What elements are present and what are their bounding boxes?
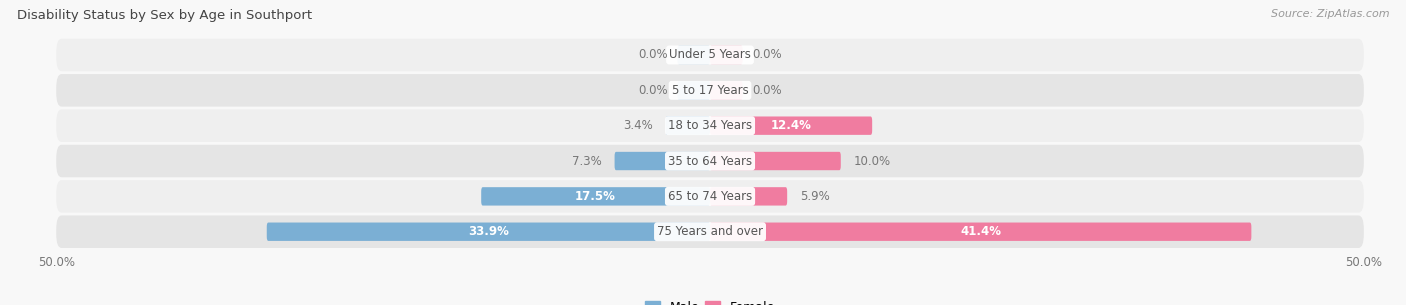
Text: 0.0%: 0.0% — [638, 48, 668, 62]
FancyBboxPatch shape — [678, 46, 710, 64]
Text: 12.4%: 12.4% — [770, 119, 811, 132]
Text: 0.0%: 0.0% — [752, 48, 782, 62]
FancyBboxPatch shape — [710, 81, 742, 99]
Legend: Male, Female: Male, Female — [640, 296, 780, 305]
FancyBboxPatch shape — [710, 187, 787, 206]
FancyBboxPatch shape — [267, 223, 710, 241]
FancyBboxPatch shape — [710, 152, 841, 170]
Text: 0.0%: 0.0% — [752, 84, 782, 97]
Text: 18 to 34 Years: 18 to 34 Years — [668, 119, 752, 132]
FancyBboxPatch shape — [710, 46, 742, 64]
FancyBboxPatch shape — [614, 152, 710, 170]
Text: 10.0%: 10.0% — [853, 155, 891, 167]
FancyBboxPatch shape — [665, 117, 710, 135]
Text: 65 to 74 Years: 65 to 74 Years — [668, 190, 752, 203]
Text: Disability Status by Sex by Age in Southport: Disability Status by Sex by Age in South… — [17, 9, 312, 22]
FancyBboxPatch shape — [678, 81, 710, 99]
FancyBboxPatch shape — [56, 180, 1364, 213]
FancyBboxPatch shape — [56, 215, 1364, 248]
Text: Source: ZipAtlas.com: Source: ZipAtlas.com — [1271, 9, 1389, 19]
FancyBboxPatch shape — [56, 145, 1364, 177]
FancyBboxPatch shape — [710, 117, 872, 135]
Text: 75 Years and over: 75 Years and over — [657, 225, 763, 238]
Text: Under 5 Years: Under 5 Years — [669, 48, 751, 62]
FancyBboxPatch shape — [56, 109, 1364, 142]
FancyBboxPatch shape — [481, 187, 710, 206]
FancyBboxPatch shape — [56, 39, 1364, 71]
Text: 7.3%: 7.3% — [572, 155, 602, 167]
Text: 3.4%: 3.4% — [623, 119, 652, 132]
Text: 5 to 17 Years: 5 to 17 Years — [672, 84, 748, 97]
Text: 5.9%: 5.9% — [800, 190, 830, 203]
FancyBboxPatch shape — [710, 223, 1251, 241]
Text: 33.9%: 33.9% — [468, 225, 509, 238]
Text: 17.5%: 17.5% — [575, 190, 616, 203]
Text: 0.0%: 0.0% — [638, 84, 668, 97]
Text: 41.4%: 41.4% — [960, 225, 1001, 238]
Text: 35 to 64 Years: 35 to 64 Years — [668, 155, 752, 167]
FancyBboxPatch shape — [56, 74, 1364, 106]
